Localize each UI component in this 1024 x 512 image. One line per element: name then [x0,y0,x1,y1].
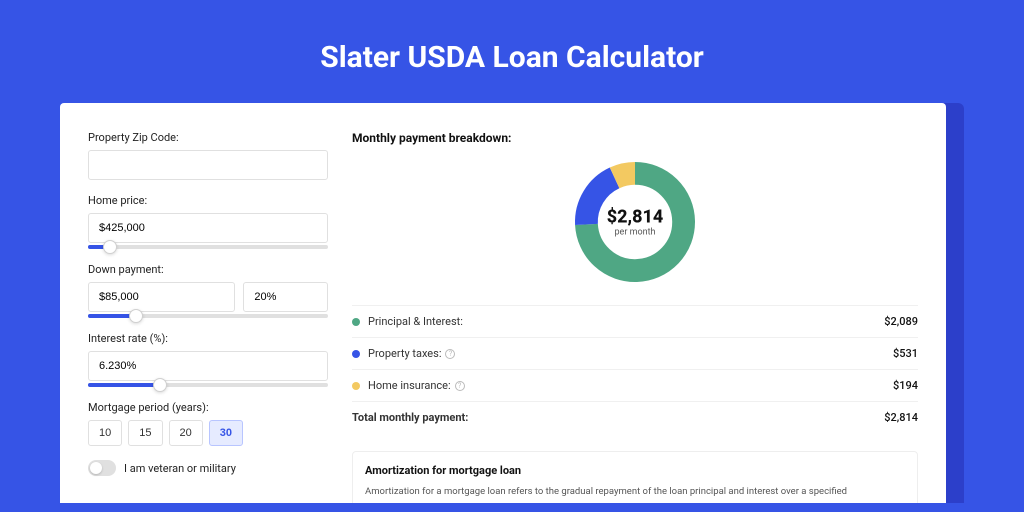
card-shadow: Property Zip Code: Home price: Down paym… [60,103,964,503]
breakdown-label: Home insurance:? [368,379,893,392]
info-icon[interactable]: ? [445,349,455,359]
breakdown-row: Property taxes:?$531 [352,337,918,369]
donut-chart: $2,814 per month [570,157,700,287]
breakdown-row: Principal & Interest:$2,089 [352,305,918,337]
legend-dot [352,318,360,326]
home-price-input[interactable] [88,213,328,243]
down-payment-label: Down payment: [88,263,328,276]
zip-group: Property Zip Code: [88,131,328,180]
breakdown-label: Principal & Interest: [368,315,884,328]
page-title: Slater USDA Loan Calculator [60,40,964,75]
down-payment-group: Down payment: [88,263,328,318]
form-panel: Property Zip Code: Home price: Down paym… [88,131,328,503]
calculator-card: Property Zip Code: Home price: Down paym… [60,103,946,503]
veteran-label: I am veteran or military [124,462,236,475]
veteran-toggle[interactable] [88,460,116,476]
total-label: Total monthly payment: [352,411,884,424]
breakdown-title: Monthly payment breakdown: [352,131,918,145]
zip-input[interactable] [88,150,328,180]
interest-group: Interest rate (%): [88,332,328,387]
breakdown-label: Property taxes:? [368,347,893,360]
donut-sub: per month [607,228,664,238]
period-label: Mortgage period (years): [88,401,328,414]
breakdown-value: $194 [893,379,918,392]
down-payment-slider[interactable] [88,314,328,318]
interest-slider[interactable] [88,383,328,387]
donut-amount: $2,814 [607,207,664,228]
interest-label: Interest rate (%): [88,332,328,345]
home-price-label: Home price: [88,194,328,207]
home-price-group: Home price: [88,194,328,249]
breakdown-row: Home insurance:?$194 [352,369,918,401]
amortization-title: Amortization for mortgage loan [365,464,905,477]
toggle-knob [90,462,102,474]
interest-input[interactable] [88,351,328,381]
amortization-box: Amortization for mortgage loan Amortizat… [352,451,918,503]
breakdown-value: $2,089 [884,315,918,328]
info-icon[interactable]: ? [455,381,465,391]
donut-center: $2,814 per month [607,207,664,238]
home-price-slider[interactable] [88,245,328,249]
breakdown-value: $531 [893,347,918,360]
legend-dot [352,350,360,358]
donut-container: $2,814 per month [352,157,918,287]
period-btn-15[interactable]: 15 [128,420,162,446]
breakdown-panel: Monthly payment breakdown: $2,814 per mo… [352,131,918,503]
amortization-text: Amortization for a mortgage loan refers … [365,485,905,498]
zip-label: Property Zip Code: [88,131,328,144]
down-payment-percent-input[interactable] [243,282,328,312]
period-btn-10[interactable]: 10 [88,420,122,446]
period-group: Mortgage period (years): 1015 2030 [88,401,328,446]
period-btn-20[interactable]: 20 [169,420,203,446]
total-row: Total monthly payment: $2,814 [352,401,918,433]
legend-dot [352,382,360,390]
veteran-row: I am veteran or military [88,460,328,476]
period-btn-30[interactable]: 30 [209,420,243,446]
down-payment-amount-input[interactable] [88,282,235,312]
total-value: $2,814 [884,411,918,424]
